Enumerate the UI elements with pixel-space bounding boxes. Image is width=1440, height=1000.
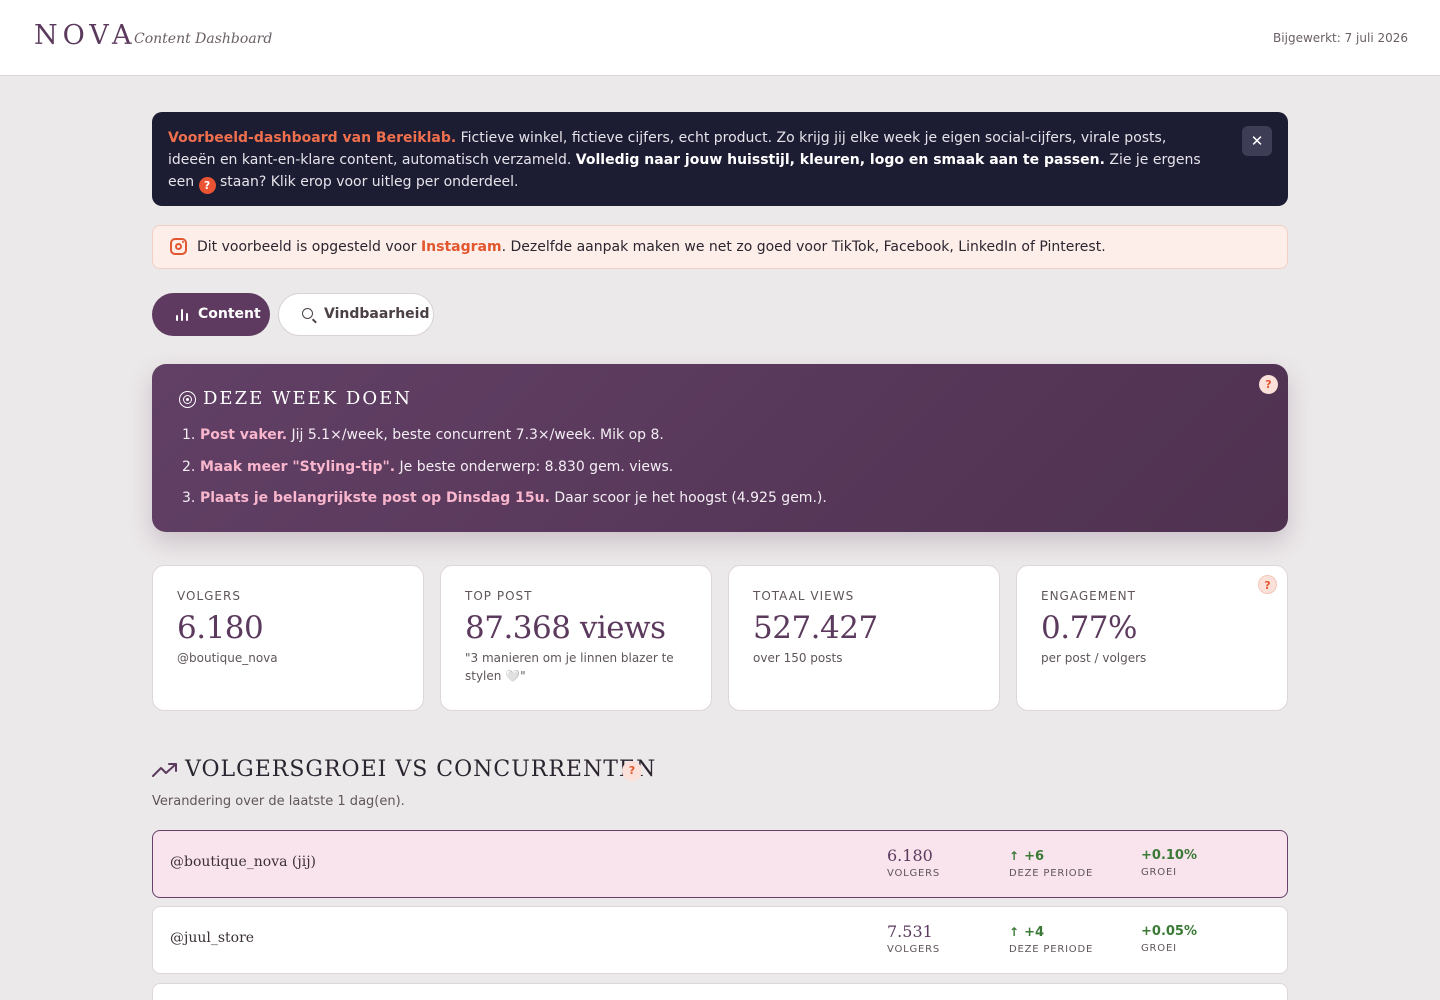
tab-content-label: Content [198, 306, 261, 322]
followers-value: 7.531 [887, 922, 933, 941]
stat-value: 0.77% [1041, 610, 1137, 646]
stat-value: 527.427 [753, 610, 878, 646]
stat-card-top-post: TOP POST 87.368 views "3 manieren om je … [440, 565, 712, 711]
banner-text-2: Zie je ergens een [168, 152, 1201, 190]
section-subtitle: Verandering over de laatste 1 dag(en). [152, 794, 405, 809]
list-item: 2. Maak meer "Styling-tip". Je beste onde… [182, 458, 674, 475]
help-question-icon: ? [198, 177, 216, 194]
table-row [152, 983, 1288, 1000]
platform-notice: Dit voorbeeld is opgesteld voor Instagra… [152, 225, 1288, 269]
help-button[interactable]: ? [1258, 575, 1277, 594]
weekly-actions-card: DEZE WEEK DOEN ? 1. Post vaker. Jij 5.1×/… [152, 364, 1288, 532]
notice-text-1: Dit voorbeeld is opgesteld voor [197, 239, 421, 255]
period-caption: DEZE PERIODE [1009, 944, 1094, 955]
notice-text-2: . Dezelfde aanpak maken we net zo goed v… [501, 239, 1106, 255]
tab-content[interactable]: Content [152, 293, 270, 336]
followers-caption: VOLGERS [887, 868, 941, 879]
top-bar: NOVA Content Dashboard Bijgewerkt: 7 jul… [0, 0, 1440, 76]
followers-value: 6.180 [887, 846, 933, 865]
updated-date: Bijgewerkt: 7 juli 2026 [1273, 31, 1408, 45]
table-row: @boutique_nova (jij) 6.180 VOLGERS ↑ +6 D… [152, 830, 1288, 898]
weekly-actions-list: 1. Post vaker. Jij 5.1×/week, beste concu… [182, 425, 827, 520]
tab-vindbaarheid[interactable]: Vindbaarheid [278, 293, 434, 336]
period-value: +4 [1024, 925, 1045, 940]
stat-value: 6.180 [177, 610, 264, 646]
growth-value: +0.10% [1141, 848, 1197, 863]
weekly-actions-title: DEZE WEEK DOEN [203, 388, 412, 409]
stat-card-followers: VOLGERS 6.180 @boutique_nova [152, 565, 424, 711]
stat-label: TOP POST [465, 589, 533, 603]
notice-platform: Instagram [420, 239, 502, 255]
table-row: @juul_store 7.531 VOLGERS ↑ +4 DEZE PERIO… [152, 906, 1288, 974]
help-button[interactable]: ? [622, 761, 642, 781]
banner-strong: Volledig naar jouw huisstijl, kleuren, l… [575, 152, 1105, 168]
period-caption: DEZE PERIODE [1009, 868, 1094, 879]
close-button[interactable]: ✕ [1242, 126, 1272, 156]
arrow-up-icon: ↑ [1009, 925, 1020, 939]
followers-caption: VOLGERS [887, 944, 941, 955]
list-item: 1. Post vaker. Jij 5.1×/week, beste concu… [182, 427, 664, 443]
list-item: 3. Plaats je belangrijkste post op Dinsda… [182, 490, 827, 506]
banner-text-1: Fictieve winkel, fictieve cijfers, echt … [168, 130, 1167, 168]
stat-sub: "3 manieren om je linnen blazer te style… [465, 651, 674, 683]
arrow-up-icon: ↑ [1009, 849, 1020, 863]
banner-text-3: staan? Klik erop voor uitleg per onderde… [215, 174, 519, 190]
help-button[interactable]: ? [1259, 375, 1278, 394]
stat-label: VOLGERS [177, 589, 241, 603]
target-icon [179, 391, 196, 408]
tab-vindbaarheid-label: Vindbaarheid [324, 306, 430, 322]
brand-subtitle: Content Dashboard [134, 31, 273, 47]
stat-label: ENGAGEMENT [1041, 589, 1136, 603]
bar-chart-icon [176, 308, 188, 321]
section-title: VOLGERSGROEI VS CONCURRENTEN [185, 757, 657, 782]
search-icon [302, 308, 313, 319]
period-value: +6 [1024, 849, 1045, 864]
growth-caption: GROEI [1141, 867, 1177, 878]
stat-card-total-views: TOTAAL VIEWS 527.427 over 150 posts [728, 565, 1000, 711]
stat-sub: per post / volgers [1041, 651, 1147, 665]
stat-sub: over 150 posts [753, 651, 843, 665]
account-handle: @boutique_nova (jij) [170, 854, 317, 870]
instagram-icon [170, 238, 187, 255]
account-handle: @juul_store [170, 930, 255, 946]
stat-card-engagement: ? ENGAGEMENT 0.77% per post / volgers [1016, 565, 1288, 711]
stat-sub: @boutique_nova [177, 651, 278, 665]
growth-value: +0.05% [1141, 924, 1197, 939]
stat-label: TOTAAL VIEWS [753, 589, 855, 603]
brand-logo: NOVA [34, 20, 137, 51]
stat-value: 87.368 views [465, 610, 666, 646]
growth-caption: GROEI [1141, 943, 1177, 954]
banner-accent: Voorbeeld-dashboard van Bereiklab. [168, 130, 457, 146]
trending-up-icon [152, 763, 177, 777]
intro-banner: Voorbeeld-dashboard van Bereiklab. Ficti… [152, 112, 1288, 206]
